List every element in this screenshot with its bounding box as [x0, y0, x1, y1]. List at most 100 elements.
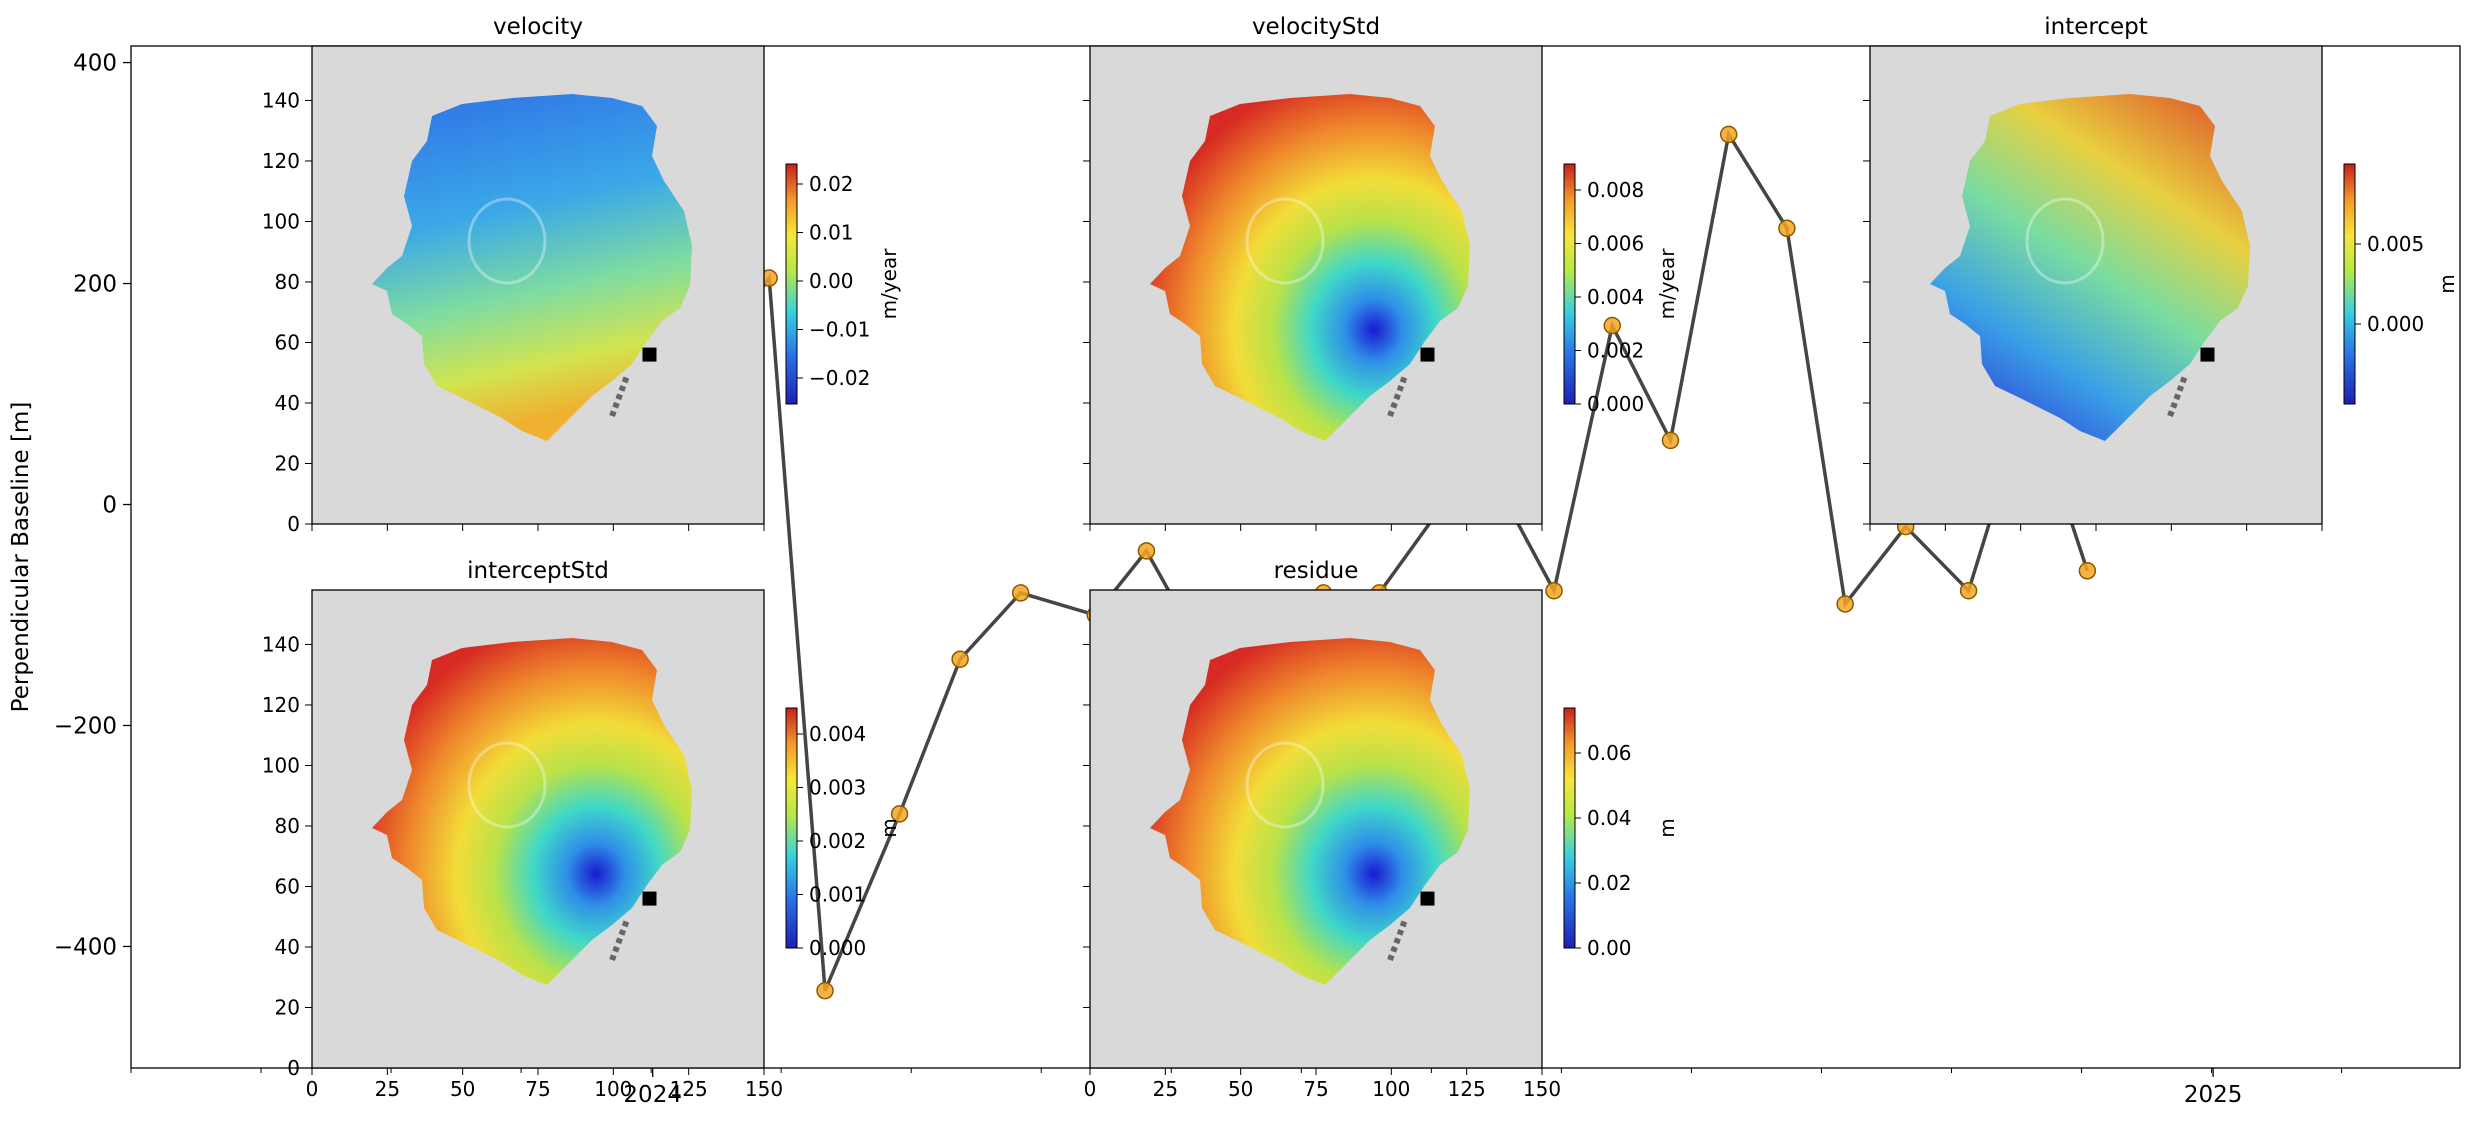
panel-title: residue	[1274, 558, 1359, 584]
road-mark	[609, 918, 630, 962]
panel-x-tick-label: 0	[306, 1077, 319, 1101]
panel-y-tick-label: 0	[287, 1056, 300, 1080]
colorbar	[1563, 163, 1576, 405]
panel-y-tick-label: 140	[262, 88, 300, 112]
reference-point	[1420, 347, 1435, 362]
panel-title: intercept	[2044, 14, 2148, 40]
colorbar-tick-label: 0.002	[1587, 339, 1644, 363]
panel-x-tick-label: 50	[1228, 1077, 1253, 1101]
inset-panel-interceptStd: interceptStd 0 25 50 75 100 125 150 0 20 40 60 80 100…	[262, 558, 901, 1101]
colorbar-tick-label: 0.000	[809, 936, 866, 960]
panel-x-tick-label: 150	[1523, 1077, 1561, 1101]
inset-panels: velocity 0 20 40 60 80 100 120 140 0.02 0.01 0.00 −0…	[262, 14, 2459, 1101]
colorbar-tick-label: 0.00	[1587, 936, 1632, 960]
colorbar-tick-label: 0.02	[1587, 871, 1632, 895]
panel-x-tick-label: 0	[1084, 1077, 1097, 1101]
colorbar-tick-label: 0.005	[2367, 232, 2424, 256]
colorbar-tick-label: 0.02	[809, 172, 854, 196]
crater-rim	[467, 741, 547, 829]
panel-x-tick-label: 50	[450, 1077, 475, 1101]
inset-panel-velocityStd: velocityStd 0.008 0.006 0.004 0.002 0.000 m/ye…	[1083, 14, 1679, 531]
main-y-ticks: −400 −200 0 200 400	[54, 51, 131, 960]
colorbar-tick-label: 0.01	[809, 221, 854, 245]
crater-rim	[467, 197, 547, 285]
panel-x-tick-label: 75	[525, 1077, 550, 1101]
inset-panel-intercept: intercept 0.005 0.000 m	[1863, 14, 2459, 531]
panel-y-tick-label: 60	[275, 874, 300, 898]
baseline-point	[816, 981, 834, 1000]
colorbar-tick-label: −0.02	[809, 366, 870, 390]
panel-x-tick-label: 25	[375, 1077, 400, 1101]
crater-rim	[2025, 197, 2105, 285]
colorbar-tick-label: 0.002	[809, 829, 866, 853]
road-mark	[1387, 374, 1408, 418]
colorbar-label: m	[877, 818, 901, 837]
road-mark	[2167, 374, 2188, 418]
colorbar	[2343, 163, 2356, 405]
road-mark	[609, 374, 630, 418]
reference-point	[1420, 891, 1435, 906]
crater-rim	[1245, 197, 1325, 285]
panel-y-tick-label: 120	[262, 149, 300, 173]
crater-rim	[1245, 741, 1325, 829]
colorbar-label: m/year	[877, 248, 901, 320]
road-mark	[1387, 918, 1408, 962]
heatmap-area	[372, 94, 692, 441]
colorbar-tick-label: 0.008	[1587, 178, 1644, 202]
main-y-tick-label: −400	[54, 934, 117, 960]
panel-x-tick-label: 125	[1448, 1077, 1486, 1101]
colorbar-label: m/year	[1655, 248, 1679, 320]
panel-y-tick-label: 20	[275, 451, 300, 475]
panel-title: velocityStd	[1252, 14, 1380, 40]
heatmap-area	[372, 638, 692, 985]
colorbar-label: m	[2435, 274, 2459, 293]
colorbar-tick-label: 0.003	[809, 776, 866, 800]
panel-x-tick-label: 100	[594, 1077, 632, 1101]
colorbar	[785, 163, 798, 405]
panel-y-tick-label: 0	[287, 512, 300, 536]
panel-x-tick-label: 25	[1153, 1077, 1178, 1101]
colorbar-tick-label: 0.006	[1587, 232, 1644, 256]
panel-y-tick-label: 100	[262, 209, 300, 233]
panel-x-tick-label: 125	[670, 1077, 708, 1101]
baseline-point	[1011, 584, 1030, 602]
main-y-tick-label: −200	[54, 713, 117, 739]
colorbar-tick-label: 0.04	[1587, 806, 1632, 830]
main-y-axis-label: Perpendicular Baseline [m]	[8, 402, 34, 713]
panel-y-tick-label: 140	[262, 632, 300, 656]
main-x-tick-label: 2024	[623, 1082, 682, 1108]
baseline-point	[951, 650, 969, 668]
baseline-point	[1778, 219, 1796, 238]
baseline-point	[1959, 581, 1978, 600]
panel-x-tick-label: 150	[745, 1077, 783, 1101]
baseline-point	[890, 805, 909, 823]
panel-y-tick-label: 40	[275, 935, 300, 959]
inset-panel-velocity: velocity 0 20 40 60 80 100 120 140 0.02 0.01 0.00 −0…	[262, 14, 901, 536]
panel-x-tick-label: 100	[1372, 1077, 1410, 1101]
colorbar-label: m	[1655, 818, 1679, 837]
colorbar	[785, 707, 798, 949]
baseline-point	[1661, 431, 1680, 450]
reference-point	[642, 347, 657, 362]
main-y-tick-label: 200	[73, 272, 117, 298]
baseline-point	[1137, 542, 1156, 560]
colorbar-tick-label: 0.00	[809, 269, 854, 293]
reference-point	[2200, 347, 2215, 362]
colorbar-tick-label: 0.004	[1587, 285, 1644, 309]
reference-point	[642, 891, 657, 906]
panel-x-tick-label: 75	[1303, 1077, 1328, 1101]
panel-y-tick-label: 120	[262, 693, 300, 717]
colorbar-tick-label: −0.01	[809, 318, 870, 342]
panel-y-tick-label: 60	[275, 330, 300, 354]
panel-y-tick-label: 40	[275, 391, 300, 415]
main-x-ticks: 2024 2025	[130, 1068, 2343, 1108]
heatmap-area	[1930, 94, 2250, 441]
panel-y-tick-label: 20	[275, 995, 300, 1019]
colorbar-tick-label: 0.000	[2367, 312, 2424, 336]
baseline-point	[2078, 562, 2097, 580]
colorbar-tick-label: 0.06	[1587, 741, 1632, 765]
main-y-tick-label: 400	[73, 51, 117, 77]
main-x-tick-label: 2025	[2184, 1082, 2243, 1108]
baseline-point	[1545, 581, 1563, 600]
